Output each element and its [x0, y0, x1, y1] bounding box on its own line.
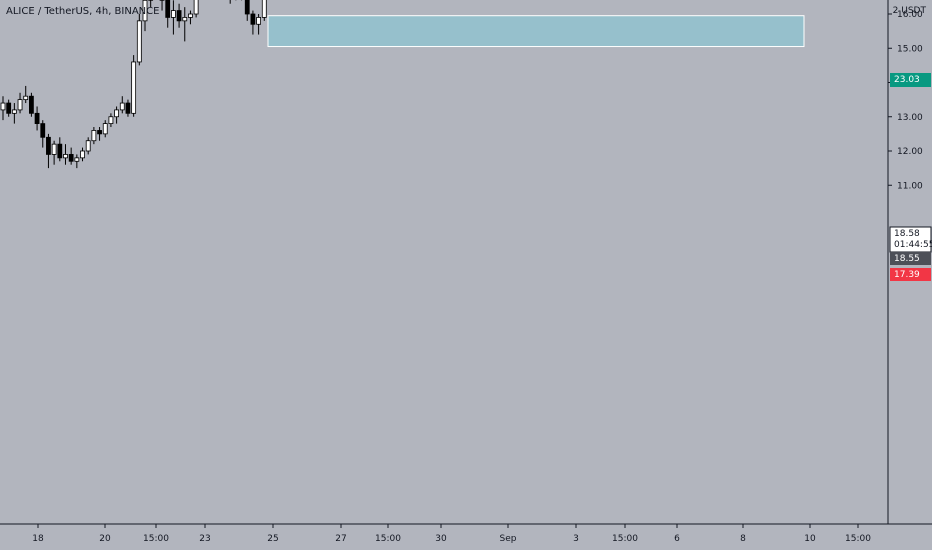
zones-layer	[267, 15, 805, 48]
candle-body	[11, 109, 17, 114]
candle-body	[114, 109, 119, 118]
candle-body	[6, 102, 12, 114]
candle-body	[23, 95, 29, 101]
candle-body	[119, 102, 125, 111]
candle-body	[51, 143, 57, 155]
candle-body	[63, 154, 68, 159]
currency-label[interactable]: 2 USDT	[892, 6, 926, 16]
candles-layer	[0, 0, 267, 169]
x-tick-label: 20	[99, 534, 111, 544]
candle-body	[17, 99, 23, 111]
chart-title[interactable]: ALICE / TetherUS, 4h, BINANCE	[6, 6, 160, 17]
target-tag-bg	[890, 73, 931, 87]
candle-body	[136, 20, 142, 63]
candle-body	[91, 130, 97, 142]
y-tick-label: 11.00	[897, 181, 923, 191]
candle-body	[108, 116, 114, 124]
plot-background	[0, 0, 888, 524]
stop-tag-text: 17.39	[894, 270, 920, 280]
x-tick-label: 15:00	[143, 534, 169, 544]
candle-body	[80, 150, 85, 159]
candle-body	[97, 130, 102, 135]
candle-body	[182, 17, 188, 22]
candle-body	[170, 10, 176, 18]
candle-body	[68, 154, 74, 162]
candle-body	[28, 95, 34, 114]
candle-body	[74, 157, 80, 162]
candle-body	[188, 13, 193, 18]
stop-tag-bg	[890, 268, 931, 281]
candle-body	[176, 10, 182, 22]
x-tick-label: 6	[674, 534, 680, 544]
candle-body	[165, 0, 171, 18]
current-price-tag-bg	[889, 226, 932, 253]
candle-body	[193, 0, 199, 15]
y-tick-label: 13.00	[897, 113, 923, 123]
x-tick-label: Sep	[500, 534, 517, 544]
target-tag-text: 23.03	[894, 75, 920, 85]
x-tick-label: 8	[740, 534, 746, 544]
candle-body	[250, 13, 256, 25]
y-tick-label: 16.00	[897, 10, 923, 20]
current-price-tag-text: 01:44:55	[894, 240, 932, 250]
candle-body	[261, 0, 267, 18]
x-tick-label: 18	[32, 534, 44, 544]
candle-body	[0, 102, 6, 111]
entry-tag-text: 18.55	[894, 254, 920, 264]
x-tick-label: 23	[199, 534, 210, 544]
demand-zone-large	[267, 15, 805, 48]
x-tick-label: 3	[573, 534, 579, 544]
x-tick-label: 27	[335, 534, 346, 544]
candle-body	[102, 123, 108, 135]
y-tick-label: 12.00	[897, 147, 923, 157]
current-price-tag-text: 18.58	[894, 229, 920, 239]
candle-body	[34, 112, 40, 124]
y-tick-label: 15.00	[897, 44, 923, 54]
x-tick-label: 15:00	[612, 534, 638, 544]
x-tick-label: 15:00	[845, 534, 871, 544]
x-tick-label: 30	[435, 534, 447, 544]
candle-body	[244, 0, 250, 15]
candle-body	[125, 102, 131, 114]
x-tick-label: 25	[267, 534, 278, 544]
candle-body	[131, 61, 137, 114]
x-tick-label: 10	[804, 534, 816, 544]
candle-body	[85, 140, 91, 152]
candle-body	[40, 123, 46, 138]
candle-body	[57, 143, 63, 159]
candle-body	[46, 136, 51, 155]
x-tick-label: 15:00	[375, 534, 401, 544]
x-axis-ticks: 18 20 15:00 23 25 27 15:00 30 Sep 3 15:00 6 8 10 15:00	[32, 524, 871, 544]
entry-tag-bg	[890, 252, 931, 265]
candle-body	[142, 0, 148, 22]
candle-body	[256, 17, 262, 25]
